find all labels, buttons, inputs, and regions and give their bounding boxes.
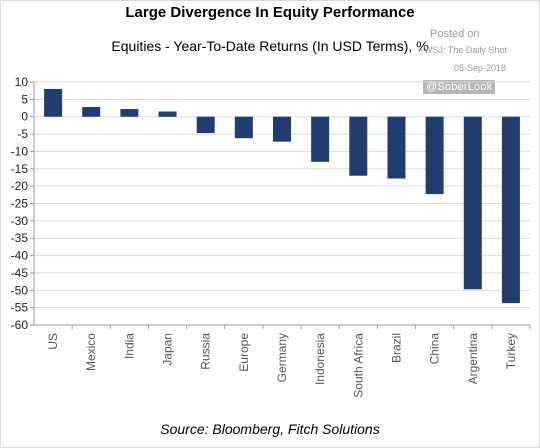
chart-source: Source: Bloomberg, Fitch Solutions — [160, 421, 380, 437]
watermark-handle: @SoberLook — [423, 80, 496, 94]
x-tick-label: Germany — [275, 333, 289, 382]
y-tick-label: -25 — [11, 197, 29, 211]
x-tick-label: Japan — [161, 333, 175, 366]
watermark-posted-on: Posted on — [430, 28, 480, 40]
x-tick-label: Turkey — [504, 333, 518, 369]
y-tick-label: -30 — [11, 214, 29, 228]
y-tick-label: 0 — [21, 110, 28, 124]
bar — [82, 106, 101, 117]
bar — [273, 116, 291, 142]
y-tick-label: 10 — [15, 75, 29, 89]
y-tick-label: -45 — [11, 266, 29, 280]
bar — [425, 116, 444, 195]
y-tick-label: -55 — [11, 301, 29, 315]
y-tick-label: -5 — [17, 127, 28, 141]
bar — [44, 88, 63, 117]
x-tick-label: Mexico — [84, 333, 98, 371]
bar — [120, 109, 139, 117]
x-tick-label: Europe — [237, 333, 251, 372]
bar — [349, 116, 368, 176]
x-tick-label: Russia — [199, 333, 213, 370]
watermark-publication: WSJ: The Daily Shot — [424, 45, 507, 55]
y-tick-label: 5 — [21, 92, 28, 106]
x-tick-label: Indonesia — [313, 333, 327, 385]
chart-subtitle: Equities - Year-To-Date Returns (In USD … — [111, 38, 429, 54]
bar — [463, 116, 482, 290]
x-tick-label: Brazil — [389, 333, 403, 363]
bar — [196, 116, 215, 134]
y-tick-label: -15 — [11, 162, 29, 176]
chart-title: Large Divergence In Equity Performance — [125, 4, 415, 21]
y-tick-label: -60 — [11, 318, 29, 332]
bar — [311, 116, 330, 162]
y-tick-label: -40 — [11, 249, 29, 263]
bar — [387, 116, 406, 179]
x-tick-label: US — [46, 333, 60, 350]
watermark-date: 05-Sep-2018 — [454, 63, 507, 73]
x-tick-label: China — [428, 333, 442, 365]
bar — [158, 111, 177, 117]
bar — [234, 116, 253, 139]
x-tick-label: South Africa — [351, 333, 365, 398]
y-tick-label: -20 — [11, 179, 29, 193]
y-tick-label: -10 — [11, 144, 29, 158]
watermark: Posted on WSJ: The Daily Shot 05-Sep-201… — [424, 28, 507, 75]
x-tick-label: Argentina — [466, 333, 480, 385]
y-tick-label: -50 — [11, 283, 29, 297]
bar — [501, 116, 520, 304]
y-tick-label: -35 — [11, 231, 29, 245]
x-tick-label: India — [122, 333, 136, 359]
